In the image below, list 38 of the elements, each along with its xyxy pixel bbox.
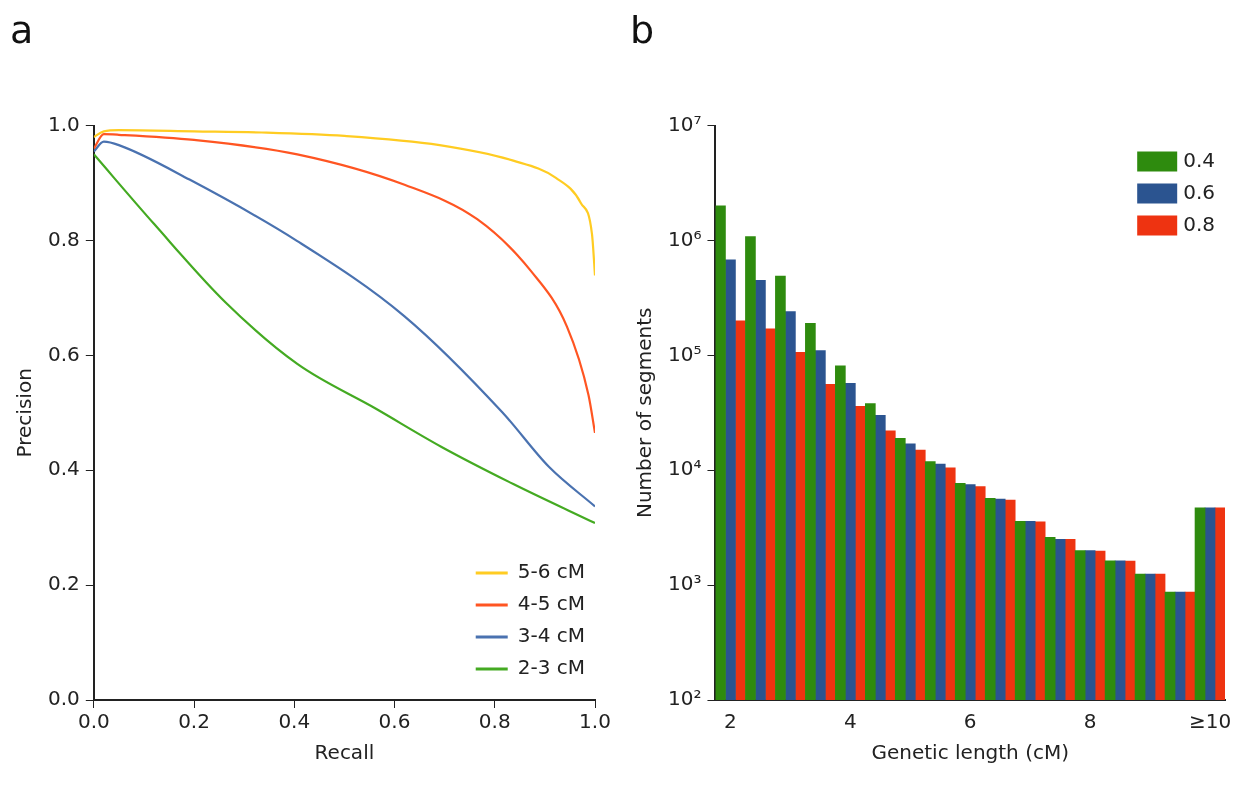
x-tick-label: 6 [963,709,977,734]
x-tick-label: 0.4 [278,709,311,734]
x-tick-label: 0.8 [478,709,511,734]
x-tick-label: 4 [843,709,857,734]
y-tick-label: 0.8 [47,226,80,251]
y-axis-title: Number of segments [632,307,657,519]
x-tick-label: 8 [1083,709,1097,734]
legend-label: 2-3 cM [517,655,586,680]
x-axis-title: Recall [314,740,375,765]
x-tick-label: 2 [724,709,737,734]
legend-label: 3-4 cM [517,623,586,648]
y-tick-label: 10⁶ [668,226,702,251]
y-axis-title: Precision [12,368,37,458]
legend-label: 0.4 [1183,147,1216,172]
x-tick-label: 0.6 [378,709,411,734]
y-tick-label: 0.0 [47,686,80,711]
legend-label: 0.8 [1183,211,1216,236]
legend-label: 0.6 [1183,179,1216,204]
y-tick-label: 10³ [668,571,702,596]
y-tick-label: 10² [668,686,702,711]
y-tick-label: 0.4 [47,456,80,481]
x-tick-label: ≥10 [1188,709,1232,734]
chart-title: b [630,7,655,52]
x-tick-label: 0.0 [77,709,110,734]
x-tick-label: 0.2 [178,709,210,734]
y-tick-label: 10⁷ [668,111,702,136]
legend-label: 4-5 cM [517,591,586,616]
legend-label: 5-6 cM [517,559,586,584]
x-axis-title: Genetic length (cM) [871,740,1069,765]
y-tick-label: 10⁵ [668,341,702,366]
y-tick-label: 10⁴ [668,456,702,481]
x-tick-label: 1.0 [579,709,611,734]
y-tick-label: 0.2 [47,571,80,596]
chart-title: a [10,7,34,52]
y-tick-label: 0.6 [47,341,80,366]
line-series [93,133,595,434]
line-series [93,129,595,277]
y-tick-label: 1.0 [47,111,80,136]
